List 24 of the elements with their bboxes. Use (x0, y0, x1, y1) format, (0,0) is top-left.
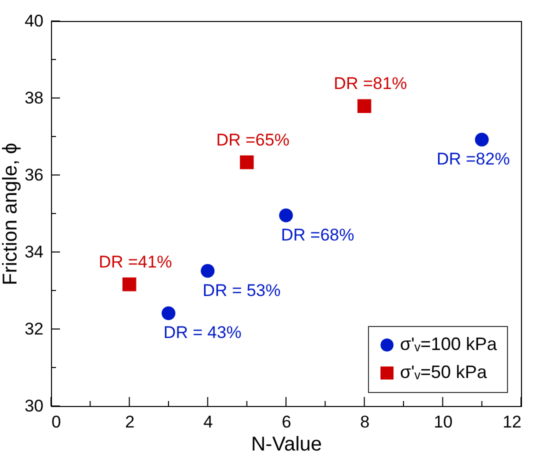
legend-label: σ'ᵥ=100 kPa (400, 334, 498, 354)
y-tick-label: 40 (24, 12, 44, 30)
x-tick-label: 2 (125, 412, 135, 432)
x-tick-label: 10 (434, 412, 453, 432)
annotation: DR =41% (98, 252, 172, 272)
x-tick-label: 6 (282, 412, 292, 432)
y-axis-title: Friction angle, ϕ (0, 142, 22, 286)
annotation: DR =65% (216, 130, 290, 150)
x-tick-label: 0 (52, 412, 61, 432)
y-tick-label: 38 (24, 88, 44, 108)
x-tick-label: 8 (360, 412, 370, 432)
annotation: DR =68% (281, 225, 354, 244)
x-axis-title: N-Value (251, 434, 322, 456)
y-tick-label: 34 (24, 242, 44, 262)
legend-label: σ'ᵥ=50 kPa (400, 362, 488, 382)
x-tick-label: 12 (502, 412, 522, 432)
y-tick-label: 32 (24, 320, 44, 338)
annotation: DR = 53% (202, 280, 281, 300)
y-tick-label: 30 (24, 396, 44, 416)
y-tick-label: 36 (24, 166, 44, 184)
annotation: DR = 43% (164, 323, 242, 342)
annotation: DR =81% (334, 74, 407, 94)
x-tick-label: 4 (203, 412, 213, 432)
annotation: DR =82% (436, 150, 510, 169)
